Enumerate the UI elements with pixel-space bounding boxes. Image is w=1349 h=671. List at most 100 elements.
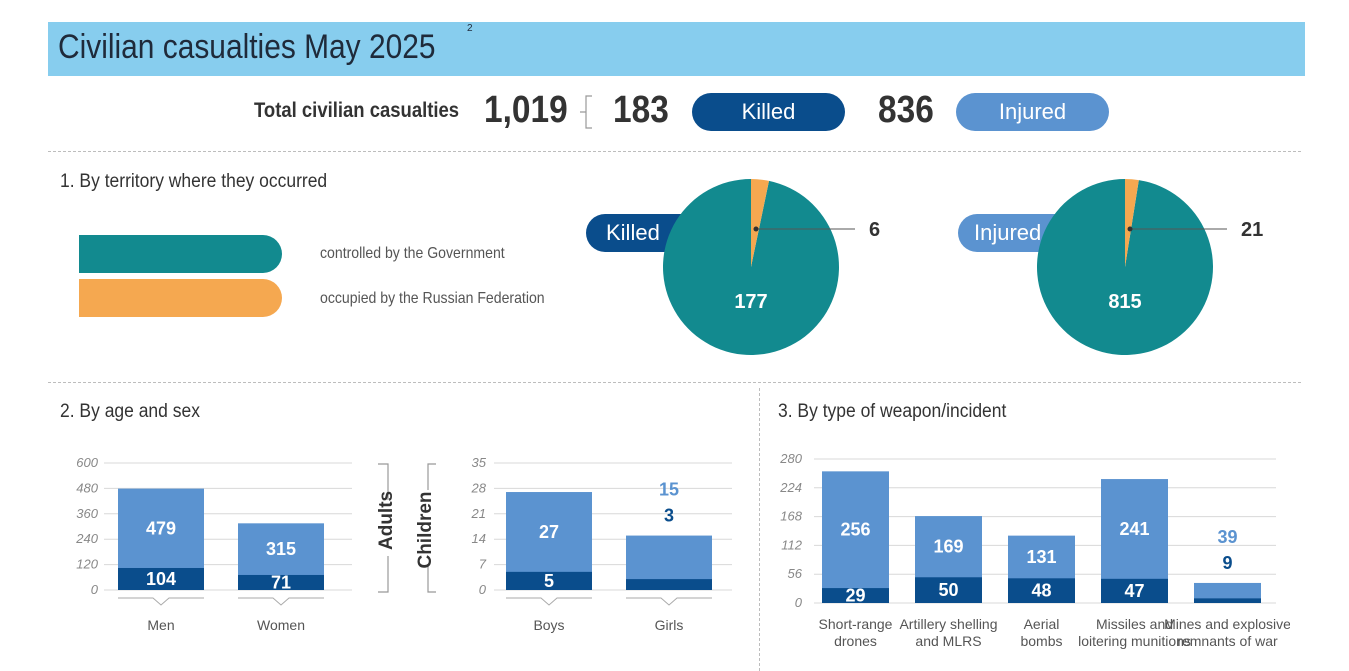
data-label-killed: 29 — [845, 586, 865, 606]
total-bracket — [580, 95, 592, 129]
y-tick-label: 240 — [75, 531, 98, 546]
y-tick-label: 224 — [779, 480, 802, 495]
data-label-injured: 241 — [1119, 519, 1149, 539]
y-tick-label: 120 — [76, 557, 98, 572]
bar-injured — [822, 471, 889, 603]
category-bracket — [506, 597, 592, 606]
bar-chart-adults: 0 120 240 360 480 600 479 104 Men 315 71 Women — [75, 455, 352, 633]
legend-label-government: controlled by the Government — [320, 245, 505, 262]
category-label: Women — [257, 617, 305, 633]
data-label-injured: 15 — [659, 480, 679, 500]
killed-pill: Killed — [692, 93, 845, 131]
pie-killed-label-government: 177 — [734, 291, 767, 313]
bar-killed — [626, 579, 712, 590]
injured-total-value: 836 — [878, 89, 934, 131]
category-label: Men — [147, 617, 174, 633]
section2-title: 2. By age and sex — [60, 401, 200, 422]
total-casualties-label: Total civilian casualties — [254, 99, 460, 122]
data-label-killed: 3 — [664, 506, 674, 526]
pie-killed-label-occupied: 6 — [869, 219, 880, 241]
category-bracket — [626, 597, 712, 606]
category-bracket — [118, 597, 204, 606]
injured-pill: Injured — [956, 93, 1109, 131]
category-label: remnants of war — [1177, 633, 1278, 649]
divider-vertical — [759, 388, 760, 671]
data-label-killed: 104 — [146, 569, 176, 589]
y-tick-label: 168 — [780, 509, 802, 524]
bar-killed — [822, 588, 889, 603]
group-brackets — [378, 463, 436, 593]
bar-killed — [506, 571, 592, 590]
y-tick-label: 28 — [471, 480, 487, 495]
y-tick-label: 56 — [788, 566, 803, 581]
category-label: Mines and explosive — [1164, 616, 1290, 632]
data-label-killed: 71 — [271, 572, 291, 592]
category-label: bombs — [1020, 633, 1062, 649]
data-label-injured: 27 — [539, 522, 559, 542]
bar-killed — [1194, 598, 1261, 603]
section3-title: 3. By type of weapon/incident — [778, 401, 1007, 422]
data-label-killed: 5 — [544, 571, 554, 591]
bar-killed — [118, 567, 204, 590]
category-label: loitering munitions — [1078, 633, 1191, 649]
divider-top — [48, 151, 1301, 152]
data-label-killed: 47 — [1124, 581, 1144, 601]
killed-total-value: 183 — [613, 89, 669, 131]
legend-label-occupied: occupied by the Russian Federation — [320, 290, 545, 307]
data-label-injured: 479 — [146, 518, 176, 538]
pie-injured-label-occupied: 21 — [1241, 219, 1263, 241]
bar-injured — [1194, 582, 1261, 603]
y-tick-label: 0 — [795, 595, 803, 610]
pie-injured-label-government: 815 — [1108, 291, 1141, 313]
data-label-injured: 256 — [840, 520, 870, 540]
bar-killed — [1008, 578, 1075, 603]
legend-swatch-government — [79, 235, 282, 273]
category-label: Missiles and — [1096, 616, 1173, 632]
y-tick-label: 480 — [76, 480, 98, 495]
data-label-killed: 50 — [938, 580, 958, 600]
pie-injured-leader-dot — [1127, 226, 1133, 232]
pie-killed-slice-occupied — [751, 179, 770, 267]
adults-label: Adults — [376, 490, 397, 550]
section1-title: 1. By territory where they occurred — [60, 171, 328, 192]
category-label: Short-range — [819, 616, 893, 632]
data-label-killed: 48 — [1031, 581, 1051, 601]
bar-killed — [238, 574, 324, 590]
data-label-injured: 169 — [933, 537, 963, 557]
y-tick-label: 112 — [781, 537, 802, 552]
legend-swatch-occupied — [79, 279, 282, 317]
category-label: Artillery shelling — [899, 616, 997, 632]
pie-chart-killed: 6 177 — [663, 179, 880, 355]
data-label-injured: 39 — [1217, 527, 1237, 547]
category-label: Girls — [655, 617, 684, 633]
pie-injured-slice-occupied — [1125, 179, 1139, 267]
y-tick-label: 0 — [91, 582, 99, 597]
category-label: Aerial — [1024, 616, 1060, 632]
bar-chart-children: 0 7 14 21 28 35 27 5 Boys 3 15 Girls — [471, 455, 732, 633]
children-label: Children — [415, 491, 436, 569]
pie-killed-leader-dot — [753, 226, 759, 232]
bar-killed — [915, 577, 982, 603]
y-tick-label: 35 — [472, 455, 487, 470]
title-bar — [48, 22, 1305, 76]
category-label: Boys — [533, 617, 564, 633]
y-tick-label: 21 — [471, 506, 486, 521]
bar-killed — [1101, 578, 1168, 603]
divider-middle — [48, 382, 1301, 383]
data-label-injured: 131 — [1026, 547, 1056, 567]
y-tick-label: 7 — [479, 557, 487, 572]
pie-chart-injured: 21 815 — [1037, 179, 1263, 355]
data-label-killed: 9 — [1222, 553, 1232, 573]
y-tick-label: 0 — [479, 582, 487, 597]
y-tick-label: 360 — [76, 506, 98, 521]
category-bracket — [238, 597, 324, 606]
y-tick-label: 14 — [472, 531, 486, 546]
category-label: and MLRS — [915, 633, 981, 649]
data-label-injured: 315 — [266, 539, 296, 559]
title-footnote: 2 — [467, 23, 473, 34]
page-title: Civilian casualties May 2025 — [58, 28, 436, 66]
y-tick-label: 600 — [76, 455, 98, 470]
category-label: drones — [834, 633, 877, 649]
y-tick-label: 280 — [779, 451, 802, 466]
